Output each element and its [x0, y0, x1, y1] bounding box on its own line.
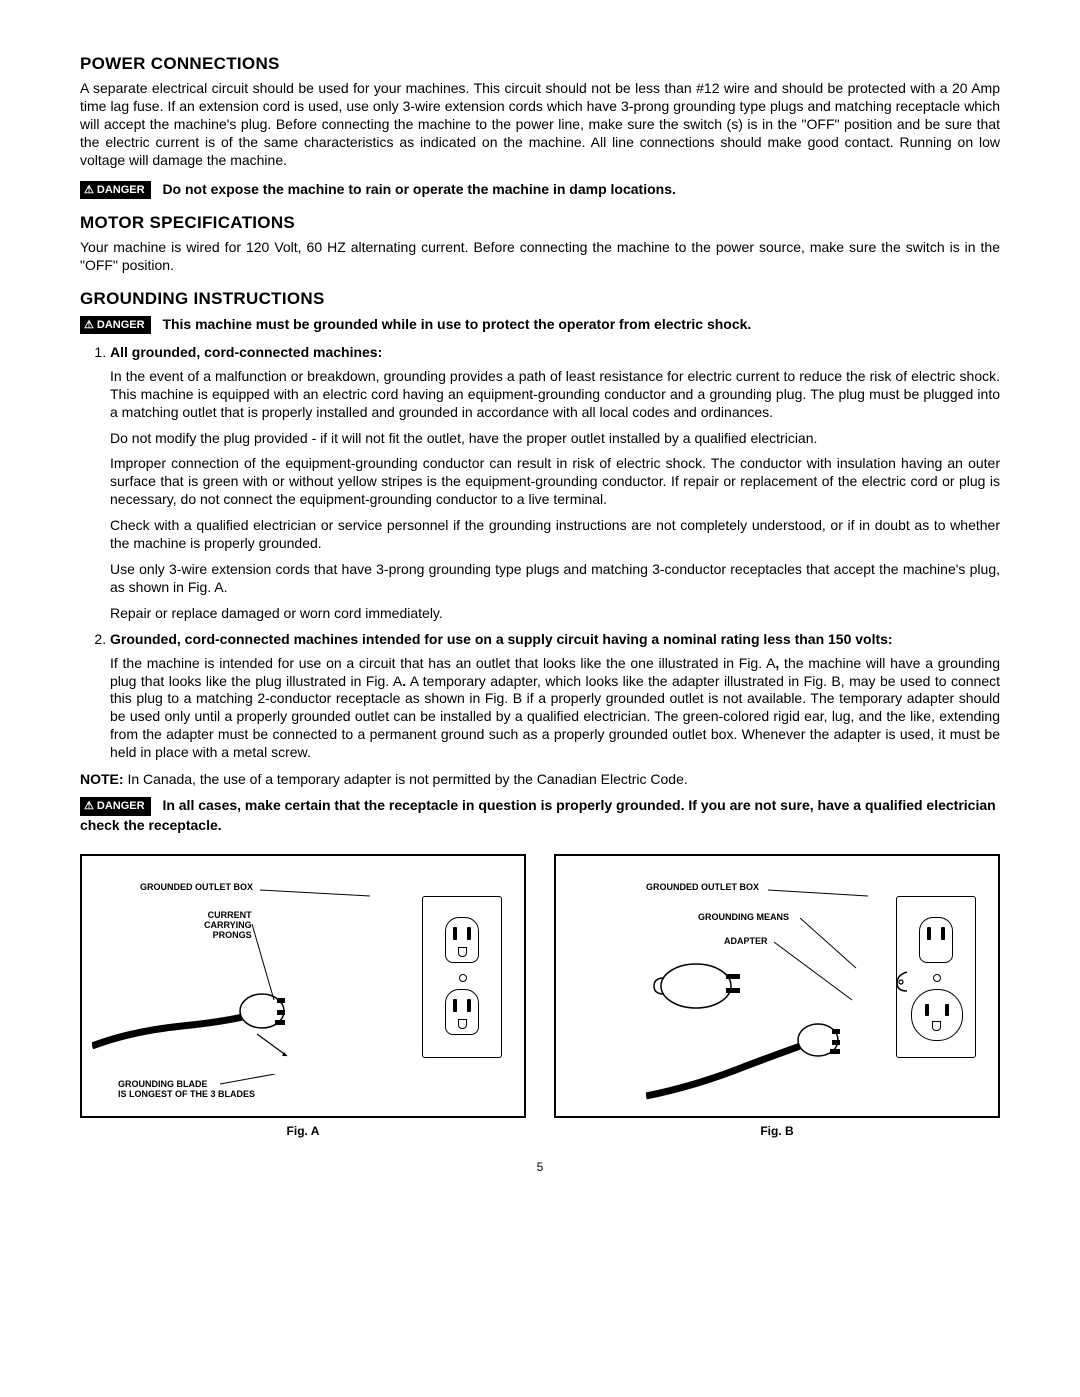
danger-text: In all cases, make certain that the rece…: [80, 797, 996, 832]
danger-badge-icon: DANGER: [80, 181, 151, 199]
item1-p5: Use only 3-wire extension cords that hav…: [110, 561, 1000, 597]
figure-a-box: GROUNDED OUTLET BOX CURRENT CARRYING PRO…: [80, 854, 526, 1118]
grounding-list: All grounded, cord-connected machines: I…: [80, 344, 1000, 762]
danger-grounding-2: DANGER In all cases, make certain that t…: [80, 796, 1000, 833]
label-adapter: ADAPTER: [724, 936, 768, 946]
item1-p4: Check with a qualified electrician or se…: [110, 517, 1000, 553]
para-power: A separate electrical circuit should be …: [80, 80, 1000, 170]
figure-a-caption: Fig. A: [80, 1124, 526, 1138]
item1-p1: In the event of a malfunction or breakdo…: [110, 368, 1000, 422]
adapter-side-icon: [636, 956, 756, 1016]
danger-text: Do not expose the machine to rain or ope…: [162, 181, 675, 197]
danger-grounding-1: DANGER This machine must be grounded whi…: [80, 315, 1000, 334]
plug-cord-icon: [646, 1016, 876, 1106]
figure-a: GROUNDED OUTLET BOX CURRENT CARRYING PRO…: [80, 854, 526, 1138]
item1-p3: Improper connection of the equipment-gro…: [110, 455, 1000, 509]
list-item-2: Grounded, cord-connected machines intend…: [110, 631, 1000, 762]
danger-text: This machine must be grounded while in u…: [162, 316, 751, 332]
list-item-1: All grounded, cord-connected machines: I…: [110, 344, 1000, 623]
danger-power: DANGER Do not expose the machine to rain…: [80, 180, 1000, 199]
label-outlet-box: GROUNDED OUTLET BOX: [646, 882, 759, 892]
figure-b-box: GROUNDED OUTLET BOX GROUNDING MEANS ADAP…: [554, 854, 1000, 1118]
item2-p1: If the machine is intended for use on a …: [110, 655, 1000, 762]
figure-b: GROUNDED OUTLET BOX GROUNDING MEANS ADAP…: [554, 854, 1000, 1138]
heading-grounding: GROUNDING INSTRUCTIONS: [80, 289, 1000, 309]
outlet-plate-icon: [422, 896, 502, 1058]
figures-row: GROUNDED OUTLET BOX CURRENT CARRYING PRO…: [80, 854, 1000, 1138]
page-number: 5: [80, 1160, 1000, 1174]
danger-badge-icon: DANGER: [80, 316, 151, 334]
label-grounding-means: GROUNDING MEANS: [698, 912, 789, 922]
note-label: NOTE:: [80, 771, 124, 787]
note-text: In Canada, the use of a temporary adapte…: [124, 771, 688, 787]
item1-p6: Repair or replace damaged or worn cord i…: [110, 605, 1000, 623]
para-motor: Your machine is wired for 120 Volt, 60 H…: [80, 239, 1000, 275]
item2-head: Grounded, cord-connected machines intend…: [110, 631, 1000, 649]
label-outlet-box: GROUNDED OUTLET BOX: [140, 882, 253, 892]
note-canada: NOTE: In Canada, the use of a temporary …: [80, 770, 1000, 788]
heading-power-connections: POWER CONNECTIONS: [80, 54, 1000, 74]
heading-motor-specs: MOTOR SPECIFICATIONS: [80, 213, 1000, 233]
danger-badge-icon: DANGER: [80, 797, 151, 815]
item1-p2: Do not modify the plug provided - if it …: [110, 430, 1000, 448]
item1-head: All grounded, cord-connected machines:: [110, 344, 1000, 362]
outlet-plate-icon: [896, 896, 976, 1058]
figure-b-caption: Fig. B: [554, 1124, 1000, 1138]
